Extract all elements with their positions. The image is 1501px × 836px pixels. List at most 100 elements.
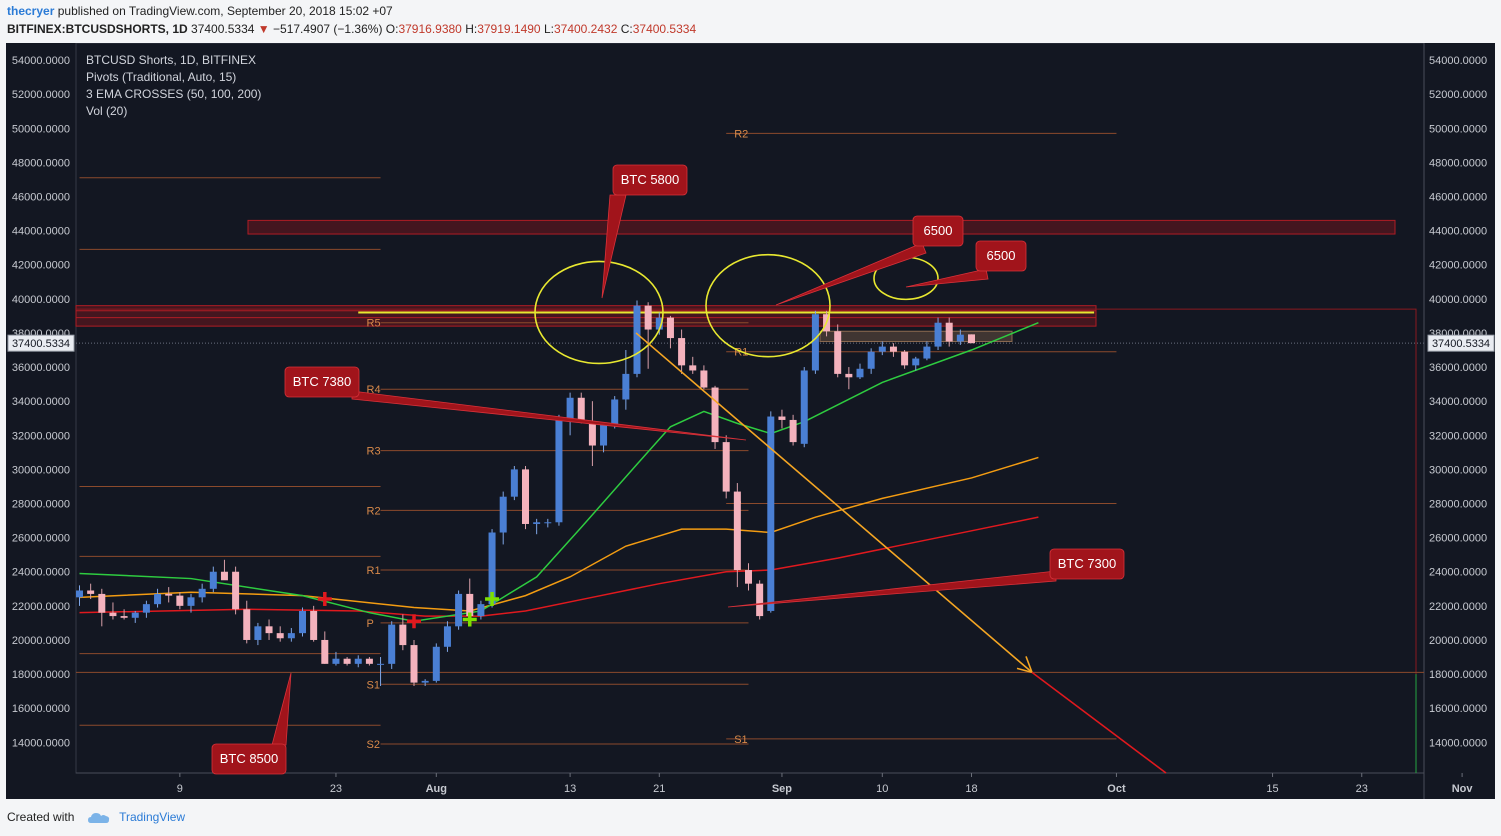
author-link[interactable]: thecryer bbox=[7, 4, 55, 18]
x-tick-label: 21 bbox=[653, 783, 665, 795]
candle-body bbox=[756, 583, 764, 617]
annotation-btc-8500: BTC 8500 bbox=[211, 672, 292, 775]
candle-body bbox=[867, 351, 875, 369]
y-tick-label-left: 48000.0000 bbox=[12, 157, 70, 169]
quote-line: BITFINEX:BTCUSDSHORTS, 1D 37400.5334 ▼ −… bbox=[7, 22, 696, 36]
candle-body bbox=[321, 639, 329, 664]
candle-body bbox=[956, 334, 964, 342]
callout-pointer bbox=[775, 242, 927, 306]
chart-legend: BTCUSD Shorts, 1D, BITFINEX Pivots (Trad… bbox=[86, 52, 261, 120]
candle-body bbox=[655, 317, 663, 330]
candle-body bbox=[399, 624, 407, 646]
y-tick-label-left: 28000.0000 bbox=[12, 499, 70, 511]
y-tick-label-left: 14000.0000 bbox=[12, 737, 70, 749]
y-tick-label-left: 50000.0000 bbox=[12, 123, 70, 135]
ema-100-line bbox=[79, 456, 1039, 612]
resistance-box-44000 bbox=[247, 219, 1396, 235]
candle-body bbox=[209, 571, 217, 589]
candle-body bbox=[577, 397, 585, 422]
candle-body bbox=[633, 305, 641, 374]
callout-pointer bbox=[601, 194, 627, 299]
y-tick-label-left: 36000.0000 bbox=[12, 362, 70, 374]
candle-body bbox=[410, 645, 418, 683]
last-price: 37400.5334 bbox=[191, 22, 255, 36]
y-tick-label-left: 24000.0000 bbox=[12, 567, 70, 579]
candle-body bbox=[176, 595, 184, 606]
candle-body bbox=[243, 609, 251, 640]
candle-body bbox=[87, 590, 95, 594]
candle-body bbox=[901, 351, 909, 366]
x-tick-label: 23 bbox=[1356, 783, 1368, 795]
price-chart[interactable]: 54000.0000 54000.0000 52000.0000 52000.0000… bbox=[6, 43, 1495, 799]
x-tick-label: Aug bbox=[426, 783, 447, 795]
tradingview-link[interactable]: TradingView bbox=[119, 810, 186, 824]
x-tick-label: 13 bbox=[564, 783, 576, 795]
created-with-text: Created with bbox=[7, 810, 75, 824]
y-tick-label-right: 32000.0000 bbox=[1429, 430, 1487, 442]
yellow-circle-2 bbox=[705, 253, 831, 358]
callout-label: BTC 7380 bbox=[293, 374, 352, 389]
candle-body bbox=[778, 416, 786, 420]
pivot-label: R3 bbox=[367, 446, 381, 458]
pivot-label: R5 bbox=[367, 318, 381, 330]
red-projection-line bbox=[1031, 671, 1167, 774]
pivot-label: S2 bbox=[367, 739, 380, 751]
callout-pointer bbox=[351, 390, 747, 441]
y-tick-label-left: 30000.0000 bbox=[12, 464, 70, 476]
candle-body bbox=[109, 612, 117, 617]
chart-panel[interactable]: 54000.0000 54000.0000 52000.0000 52000.0000… bbox=[6, 43, 1495, 799]
candle-body bbox=[600, 425, 608, 446]
candle-body bbox=[834, 331, 842, 374]
y-tick-label-left: 52000.0000 bbox=[12, 89, 70, 101]
candle-body bbox=[187, 597, 195, 606]
plot-border bbox=[75, 43, 1425, 774]
candle-body bbox=[343, 658, 351, 664]
y-tick-label-right: 18000.0000 bbox=[1429, 669, 1487, 681]
ema-50-line bbox=[79, 322, 1039, 622]
x-tick-label: 23 bbox=[330, 783, 342, 795]
y-tick-label-right: 50000.0000 bbox=[1429, 123, 1487, 135]
annotation-btc-5800: BTC 5800 bbox=[601, 164, 688, 299]
candle-body bbox=[220, 571, 228, 581]
pivot-label: P bbox=[367, 618, 374, 630]
y-tick-label-right: 16000.0000 bbox=[1429, 703, 1487, 715]
y-tick-label-right: 36000.0000 bbox=[1429, 362, 1487, 374]
y-tick-label-right: 14000.0000 bbox=[1429, 737, 1487, 749]
last-price-tag-left-bg bbox=[7, 334, 75, 352]
candle-body bbox=[934, 322, 942, 347]
annotation-6500-a: 6500 bbox=[775, 215, 964, 306]
callout-box bbox=[975, 240, 1027, 272]
callout-label: BTC 8500 bbox=[220, 751, 279, 766]
callout-label: BTC 5800 bbox=[621, 172, 680, 187]
callout-label: BTC 7300 bbox=[1058, 556, 1117, 571]
candle-body bbox=[510, 469, 518, 497]
candle-body bbox=[700, 370, 708, 388]
candle-body bbox=[354, 658, 362, 664]
callout-label: 6500 bbox=[924, 223, 953, 238]
candle-body bbox=[588, 421, 596, 446]
candle-body bbox=[276, 633, 284, 639]
candle-body bbox=[310, 610, 318, 640]
y-tick-label-left: 54000.0000 bbox=[12, 55, 70, 67]
callout-box bbox=[211, 743, 287, 775]
y-tick-label-right: 52000.0000 bbox=[1429, 89, 1487, 101]
candle-body bbox=[299, 610, 306, 634]
y-tick-label-right: 28000.0000 bbox=[1429, 499, 1487, 511]
y-tick-label-right: 26000.0000 bbox=[1429, 533, 1487, 545]
candle-body bbox=[254, 626, 262, 640]
pivot-label: R2 bbox=[367, 505, 381, 517]
annotation-6500-b: 6500 bbox=[905, 240, 1027, 288]
resistance-frame bbox=[76, 308, 1417, 773]
publish-info: thecryer published on TradingView.com, S… bbox=[7, 4, 393, 18]
candle-body bbox=[644, 305, 652, 330]
close-label: C: bbox=[620, 22, 633, 36]
candle-body bbox=[622, 373, 630, 400]
high-value: 37919.1490 bbox=[477, 22, 541, 36]
candle-body bbox=[365, 658, 373, 664]
last-price-tag-left: 37400.5334 bbox=[12, 338, 70, 350]
low-label: L: bbox=[543, 22, 554, 36]
ema-cross-marker-red bbox=[317, 592, 332, 607]
candle-body bbox=[432, 646, 440, 681]
projection-arrow-head bbox=[1016, 656, 1033, 674]
candle-body bbox=[477, 604, 485, 617]
